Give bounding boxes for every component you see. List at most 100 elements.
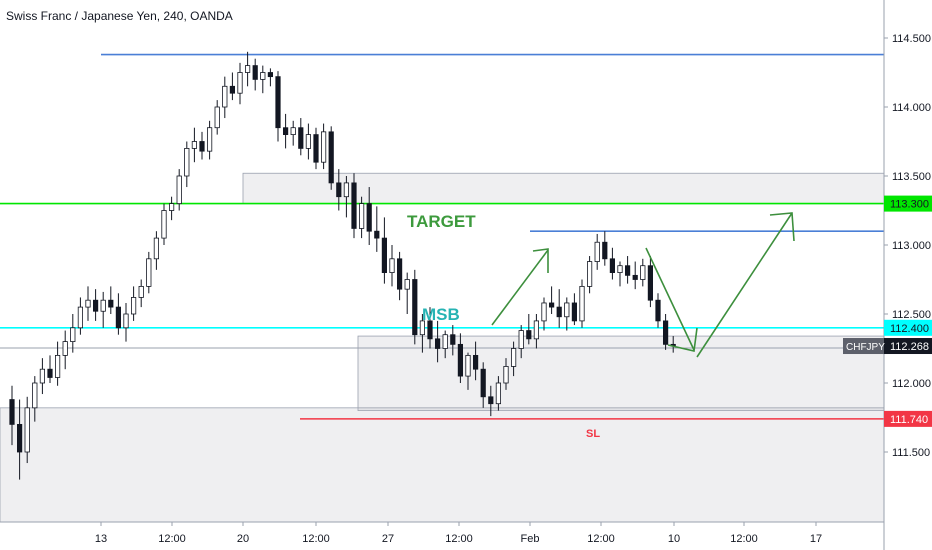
candle: [298, 127, 304, 149]
candle: [130, 297, 137, 315]
candle: [313, 134, 319, 163]
symbol-tag: [843, 338, 884, 355]
candle: [70, 327, 76, 342]
candle: [480, 368, 486, 398]
candle: [108, 299, 114, 308]
y-tick-label: 114.500: [892, 33, 931, 45]
candle: [252, 65, 258, 80]
candle: [457, 343, 464, 377]
candle: [549, 302, 555, 308]
candle: [168, 203, 175, 211]
candle: [571, 302, 578, 322]
candle: [290, 127, 296, 135]
price-tag: [884, 410, 932, 427]
candle: [374, 230, 380, 239]
x-tick-label: 12:00: [445, 533, 473, 545]
candle: [609, 258, 616, 273]
y-tick-label: 112.000: [892, 378, 931, 390]
candle: [77, 306, 83, 329]
price-tag-label: 111.740: [890, 414, 928, 426]
candle: [320, 131, 327, 163]
candle: [594, 241, 600, 262]
chart-title: Swiss Franc / Japanese Yen, 240, OANDA: [6, 9, 233, 23]
candle: [32, 382, 38, 409]
candle: [343, 182, 350, 198]
candle: [419, 320, 426, 336]
x-tick-label: 17: [810, 533, 822, 545]
candle: [526, 330, 532, 340]
candle: [161, 210, 167, 239]
candle: [237, 72, 243, 94]
candle: [602, 241, 608, 260]
candle: [518, 330, 524, 349]
x-tick-label: 20: [237, 533, 249, 545]
candle: [351, 182, 357, 229]
x-tick-label: 12:00: [158, 533, 186, 545]
candle: [184, 147, 190, 177]
candle: [85, 299, 91, 308]
candle: [24, 407, 30, 453]
target-label: TARGET: [407, 212, 476, 231]
candle: [146, 258, 152, 287]
candle: [275, 76, 281, 129]
candle: [450, 334, 456, 345]
y-tick-label: 112.500: [892, 309, 931, 321]
candle: [176, 175, 182, 205]
price-tag-label: 112.400: [890, 323, 929, 335]
candle: [115, 306, 121, 329]
price-tag-label: 113.300: [890, 199, 929, 211]
candle: [336, 182, 342, 198]
x-tick-label: 27: [382, 533, 394, 545]
candle: [153, 237, 159, 260]
candle: [465, 354, 471, 377]
candle: [123, 313, 129, 329]
msb-label: MSB: [422, 305, 460, 324]
arrow-down: [645, 247, 695, 351]
candle: [427, 320, 433, 340]
candle: [412, 279, 418, 336]
candle: [556, 306, 562, 318]
candle: [503, 366, 509, 384]
candle: [191, 141, 197, 149]
candle: [655, 299, 661, 322]
y-tick-label: 113.500: [892, 171, 931, 183]
candle: [199, 141, 205, 152]
candle: [472, 354, 479, 370]
candle: [663, 320, 669, 345]
arrow-up-1: [491, 249, 549, 326]
candle: [305, 134, 312, 149]
candle: [100, 299, 106, 312]
candle: [587, 261, 593, 287]
candle: [366, 203, 372, 232]
candle: [214, 106, 220, 129]
candle: [625, 265, 631, 276]
candle: [16, 423, 23, 453]
candle: [267, 72, 274, 78]
candle: [617, 265, 623, 274]
y-tick-label: 113.000: [892, 240, 931, 252]
candle: [328, 131, 334, 184]
candle: [244, 65, 251, 73]
candle: [138, 285, 144, 298]
price-tag: [884, 338, 932, 355]
candle: [488, 396, 494, 405]
candle: [647, 265, 654, 301]
candle: [434, 338, 441, 349]
x-tick-label: 10: [668, 533, 680, 545]
y-tick-label: 114.000: [892, 102, 931, 114]
candle: [564, 302, 570, 318]
candle: [495, 382, 502, 405]
candle: [260, 72, 266, 80]
candle: [396, 258, 403, 290]
candle: [62, 341, 68, 356]
candle: [442, 334, 448, 349]
candle: [579, 285, 585, 322]
candle: [404, 279, 410, 290]
candle: [640, 265, 646, 280]
candle: [389, 258, 395, 273]
price-tag: [884, 195, 932, 212]
sl-label: SL: [586, 428, 600, 440]
price-tag: [884, 319, 932, 336]
candle: [381, 237, 388, 274]
